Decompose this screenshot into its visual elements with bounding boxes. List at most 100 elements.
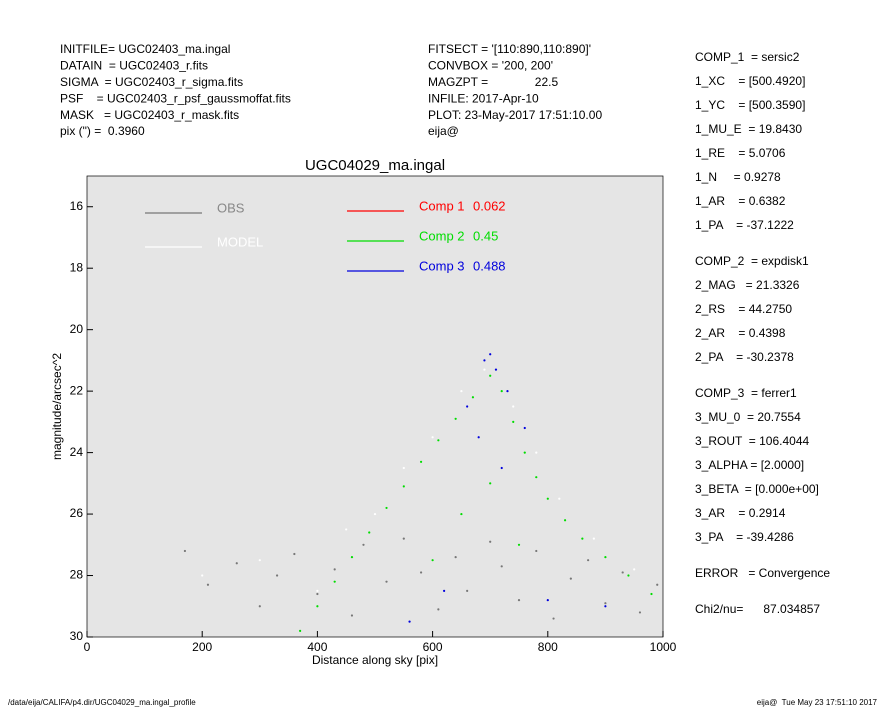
param-line: COMP_2 = expdisk1 (695, 254, 809, 268)
data-point (563, 519, 567, 522)
data-point (437, 608, 440, 611)
param-line: 3_PA = -39.4286 (695, 530, 794, 544)
data-point (201, 574, 204, 577)
data-point (500, 390, 503, 393)
header-line: SIGMA = UGC02403_r_sigma.fits (60, 75, 243, 89)
data-point (535, 549, 538, 553)
y-axis-label: magnitude/arcsec^2 (50, 353, 64, 460)
legend-label: OBS (217, 200, 245, 215)
data-point (483, 359, 486, 362)
data-point (333, 580, 336, 583)
data-point (454, 417, 457, 420)
header-line: INFILE: 2017-Apr-10 (428, 91, 539, 105)
data-point (460, 512, 463, 516)
header-line: MAGZPT = 22.5 (428, 75, 558, 89)
y-tick-label: 18 (70, 260, 84, 274)
data-point (592, 537, 595, 540)
data-point (489, 374, 492, 377)
param-line: 1_XC = [500.4920] (695, 74, 805, 88)
data-point (385, 506, 388, 510)
param-line: 3_MU_0 = 20.7554 (695, 410, 801, 424)
data-point (535, 476, 538, 479)
data-point (523, 451, 526, 454)
param-line: 1_MU_E = 19.8430 (695, 122, 802, 136)
data-point (333, 568, 336, 571)
legend-fraction: 0.45 (473, 228, 498, 243)
data-point (373, 512, 377, 516)
data-point (408, 620, 411, 623)
data-point (293, 552, 296, 556)
x-tick-label: 800 (538, 640, 558, 654)
data-point (627, 574, 630, 577)
data-point (535, 451, 538, 454)
x-tick-label: 0 (84, 640, 91, 654)
header-line: eija@ (428, 124, 459, 138)
x-tick-label: 200 (192, 640, 212, 654)
x-tick-label: 400 (307, 640, 327, 654)
legend-label: Comp 2 (419, 228, 465, 243)
data-point (362, 543, 365, 546)
data-point (443, 589, 446, 593)
legend-fraction: 0.488 (473, 258, 506, 273)
data-point (569, 577, 572, 580)
data-point (206, 583, 210, 586)
param-line: 1_AR = 0.6382 (695, 194, 786, 208)
header-line: CONVBOX = '200, 200' (428, 59, 553, 73)
param-line: COMP_1 = sersic2 (695, 50, 800, 64)
data-point (466, 589, 469, 593)
data-point (489, 482, 492, 485)
data-point (650, 592, 653, 596)
header-line: pix (") = 0.3960 (60, 124, 145, 138)
data-point (419, 460, 423, 463)
param-line: 3_ALPHA = [2.0000] (695, 458, 804, 472)
legend-fraction: 0.062 (473, 198, 506, 213)
data-point (500, 466, 503, 470)
param-line: Chi2/nu= 87.034857 (695, 602, 820, 616)
legend-label: Comp 1 (419, 198, 465, 213)
x-axis-label: Distance along sky [pix] (312, 653, 438, 667)
data-point (604, 602, 607, 605)
data-point (604, 555, 607, 559)
data-point (477, 436, 480, 439)
header-line: INITFILE= UGC02403_ma.ingal (60, 42, 230, 56)
x-tick-label: 1000 (650, 640, 677, 654)
data-point (489, 540, 492, 543)
header-line: FITSECT = '[110:890,110:890]' (428, 42, 591, 56)
data-point (316, 589, 319, 593)
param-line: 1_YC = [500.3590] (695, 98, 805, 112)
param-line: 2_RS = 44.2750 (695, 302, 792, 316)
y-tick-label: 22 (70, 383, 84, 397)
data-point (581, 537, 584, 540)
y-tick-label: 30 (70, 629, 84, 643)
footer-right: eija@ Tue May 23 17:51:10 2017 (757, 698, 878, 707)
data-point (316, 605, 319, 608)
param-line: 2_AR = 0.4398 (695, 326, 786, 340)
data-point (523, 426, 526, 430)
data-point (546, 497, 549, 500)
header-line: MASK = UGC02403_r_mask.fits (60, 108, 239, 122)
data-point (552, 617, 555, 620)
data-point (299, 629, 302, 632)
data-point (621, 571, 624, 574)
data-point (494, 368, 498, 371)
param-line: 1_RE = 5.0706 (695, 146, 786, 160)
data-point (345, 528, 348, 531)
data-point (275, 574, 279, 577)
data-point (454, 555, 457, 559)
data-point (517, 599, 521, 602)
param-line: COMP_3 = ferrer1 (695, 386, 797, 400)
data-point (419, 571, 423, 574)
data-point (402, 466, 405, 470)
x-tick-label: 600 (423, 640, 443, 654)
data-point (431, 436, 434, 439)
data-point (604, 605, 607, 608)
data-point (431, 559, 434, 562)
data-point (471, 396, 475, 399)
param-line: ERROR = Convergence (695, 566, 830, 580)
data-point (258, 605, 261, 608)
param-line: 1_PA = -37.1222 (695, 218, 794, 232)
data-point (350, 614, 354, 617)
data-point (258, 559, 261, 562)
data-point (437, 439, 440, 442)
